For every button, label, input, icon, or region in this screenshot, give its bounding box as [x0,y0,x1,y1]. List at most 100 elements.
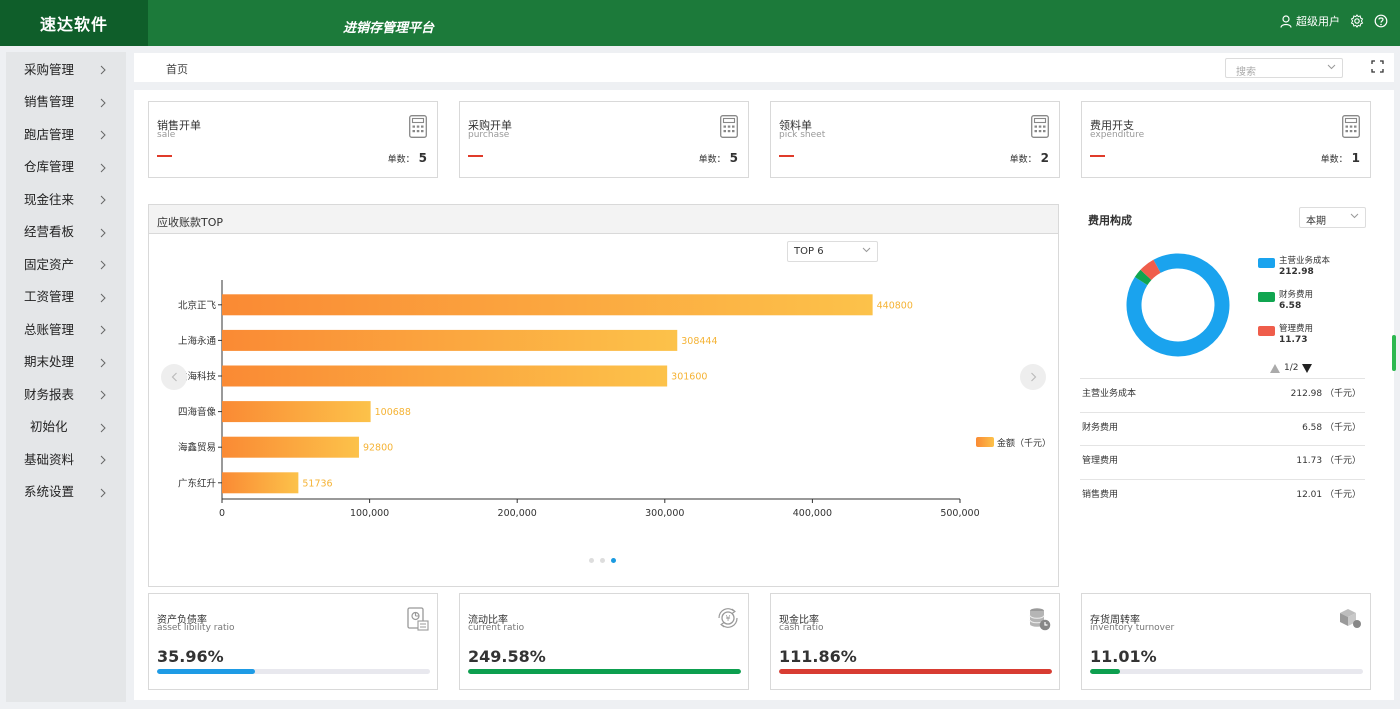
user-name: 超级用户 [1296,15,1340,28]
breadcrumb-home[interactable]: 首页 [166,63,188,76]
sidebar-item-label: 初始化 [30,419,68,435]
legend-swatch [1258,326,1275,336]
coins-icon [1029,607,1051,634]
chart-next-button[interactable] [1020,364,1046,390]
legend-swatch [1258,258,1275,268]
sidebar-item[interactable]: 销售管理 [6,85,126,118]
ratio-card[interactable]: 流动比率 current ratio 249.58% ¥ [459,593,749,690]
sidebar-item[interactable]: 采购管理 [6,52,126,85]
bar [222,401,371,423]
expense-row: 销售费用 12.01 （千元） [1080,478,1365,513]
chevron-down-icon [1350,213,1359,219]
sidebar-item[interactable]: 仓库管理 [6,150,126,183]
carousel-dot-active[interactable] [611,558,616,563]
legend-text: 管理费用 11.73 [1279,324,1313,346]
scrollbar-thumb[interactable] [1392,335,1396,371]
expense-value: 212.98 （千元） [1290,389,1361,399]
data-label: 51736 [302,478,332,489]
period-select[interactable]: 本期 [1299,207,1366,228]
count-value: 2 [1040,151,1049,165]
ratio-value: 35.96% [157,647,224,666]
trend-dash [468,155,483,157]
stat-subtitle: sale [157,130,176,140]
stat-title: 费用开支 [1090,119,1134,132]
chevron-right-icon [98,161,108,173]
legend-text: 主营业务成本 212.98 [1279,256,1330,278]
legend-label: 金额（千元） [997,437,1051,449]
dashboard-content: 销售开单 sale 单数： 5 采购开单 purchase 单数： 5 领料单 pick shee… [134,90,1394,700]
gear-icon[interactable] [1350,14,1364,28]
sidebar-item-label: 固定资产 [24,256,75,272]
sidebar-item[interactable]: 经营看板 [6,215,126,248]
fullscreen-icon[interactable] [1371,60,1384,76]
donut-slice[interactable] [1134,269,1152,286]
stat-card[interactable]: 费用开支 expenditure 单数： 1 [1081,101,1371,178]
receivables-bar-chart: 北京正飞 440800 上海永通 308444 洪海科技 301600 四海音像 100688… [178,280,1051,519]
ratio-card[interactable]: 现金比率 cash ratio 111.86% [770,593,1060,690]
calculator-icon [720,115,738,141]
sidebar-item-label: 采购管理 [24,61,75,77]
stat-card[interactable]: 销售开单 sale 单数： 5 [148,101,438,178]
donut-slice[interactable] [1126,253,1230,357]
expense-value: 6.58 （千元） [1302,422,1361,433]
ratio-card[interactable]: 存货周转率 inventory turnover 11.01% [1081,593,1371,690]
sidebar-item[interactable]: 基础资料 [6,442,126,475]
sidebar-item[interactable]: 财务报表 [6,377,126,410]
triangle-up-icon[interactable] [1270,363,1280,373]
count-value: 5 [729,151,738,165]
ratio-subtitle: asset libility ratio [157,623,235,633]
stat-subtitle: pick sheet [779,130,826,140]
count-label: 单数： [1009,155,1037,165]
ratio-card[interactable]: 资产负债率 asset libility ratio 35.96% [148,593,438,690]
legend-text: 财务费用 6.58 [1279,290,1313,312]
legend-item[interactable]: 主营业务成本 212.98 [1258,256,1330,278]
sidebar-item-label: 仓库管理 [24,159,75,175]
chevron-right-icon [98,486,108,498]
chevron-left-icon [171,372,177,382]
sidebar-item[interactable]: 期末处理 [6,345,126,378]
stat-card[interactable]: 领料单 pick sheet 单数： 2 [770,101,1060,178]
search-input[interactable]: 搜索 [1225,58,1343,78]
chevron-down-icon [1327,64,1336,70]
user-menu[interactable]: 超级用户 [1280,13,1340,29]
carousel-dot[interactable] [589,558,594,563]
top-n-select[interactable]: TOP 6 [787,241,878,262]
donut-slice[interactable] [1140,259,1161,281]
sidebar-item[interactable]: 总账管理 [6,312,126,345]
sidebar-item[interactable]: 工资管理 [6,280,126,313]
ratio-progress-bar [468,669,741,674]
trend-dash [1090,155,1105,157]
stat-title: 领料单 [779,119,812,132]
data-label: 301600 [671,372,707,383]
stat-count: 单数： 5 [388,151,427,165]
help-icon[interactable] [1374,14,1388,28]
legend-item[interactable]: 管理费用 11.73 [1258,324,1313,346]
chevron-right-icon [98,323,108,335]
count-label: 单数： [698,155,726,165]
bar [222,329,678,351]
sidebar-item-label: 总账管理 [24,321,75,337]
ratio-title: 存货周转率 [1090,615,1140,626]
triangle-down-icon[interactable] [1302,363,1313,373]
header-actions: 超级用户 [1280,13,1388,29]
expense-row: 主营业务成本 212.98 （千元） [1080,378,1365,412]
chevron-right-icon [98,63,108,75]
sidebar-item[interactable]: 跑店管理 [6,117,126,150]
sidebar-item[interactable]: 现金往来 [6,182,126,215]
chart-prev-button[interactable] [161,364,187,390]
sidebar-item[interactable]: 初始化 [6,410,126,443]
sidebar-item[interactable]: 系统设置 [6,475,126,508]
count-label: 单数： [1320,155,1348,165]
stat-card[interactable]: 采购开单 purchase 单数： 5 [459,101,749,178]
x-tick-label: 100,000 [350,508,389,519]
ratio-progress-bar [157,669,430,674]
sidebar-item-label: 期末处理 [24,354,75,370]
top-header: 速达软件 进销存管理平台 超级用户 [0,0,1400,46]
sidebar-item[interactable]: 固定资产 [6,247,126,280]
receivables-title: 应收账款TOP [149,205,1058,234]
data-label: 308444 [681,336,717,347]
data-label: 440800 [877,300,913,311]
ratio-progress-fill [1090,669,1121,674]
carousel-dot[interactable] [600,558,605,563]
legend-item[interactable]: 财务费用 6.58 [1258,290,1313,312]
